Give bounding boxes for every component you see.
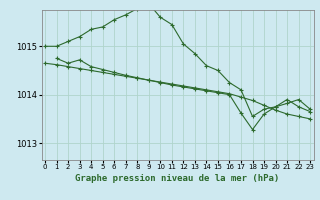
X-axis label: Graphe pression niveau de la mer (hPa): Graphe pression niveau de la mer (hPa) bbox=[76, 174, 280, 183]
